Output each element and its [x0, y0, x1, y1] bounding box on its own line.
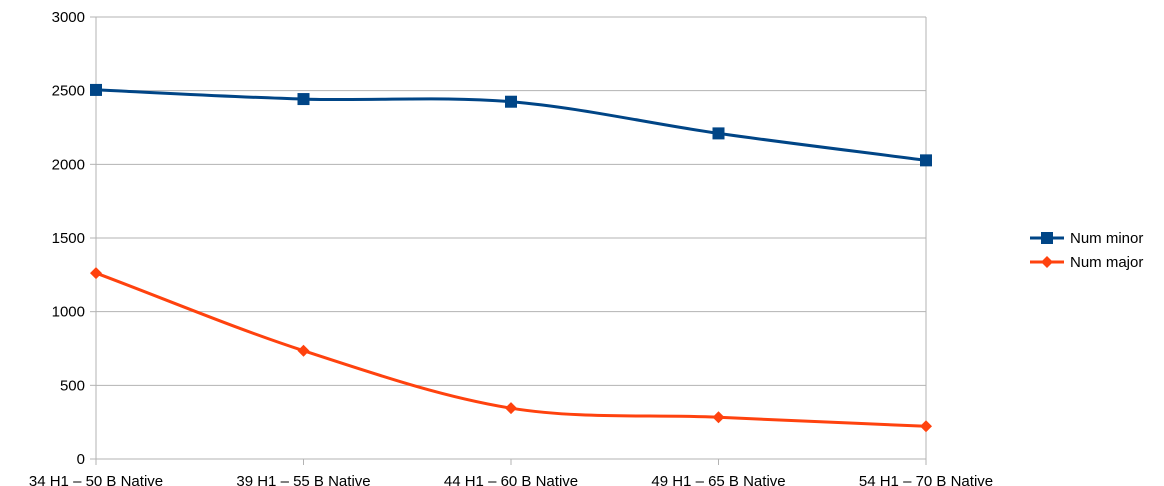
series-num-major: [90, 267, 932, 433]
y-tick-label: 1500: [52, 230, 85, 247]
data-point-num-minor: [712, 127, 725, 140]
y-tick-label: 3000: [52, 9, 85, 26]
data-point-num-major: [505, 402, 517, 415]
grid: [90, 16, 927, 460]
y-tick-label: 2500: [52, 83, 85, 100]
legend-item-num-minor: Num minor: [1030, 230, 1143, 247]
x-tick-label: 44 H1 – 60 B Native: [444, 473, 578, 486]
y-tick-label: 0: [77, 451, 85, 468]
x-axis-ticks: 34 H1 – 50 B Native 39 H1 – 55 B Native 44…: [29, 459, 993, 486]
legend-label: Num minor: [1070, 230, 1143, 247]
data-point-num-major: [297, 344, 310, 357]
legend: Num minor Num major: [1030, 230, 1143, 271]
y-tick-label: 2000: [52, 156, 85, 173]
y-tick-label: 1000: [52, 304, 85, 321]
y-tick-label: 500: [60, 377, 85, 394]
x-tick-label: 49 H1 – 65 B Native: [651, 473, 785, 486]
series-lines: [90, 83, 932, 433]
x-tick-label: 34 H1 – 50 B Native: [29, 473, 163, 486]
legend-label: Num major: [1070, 254, 1143, 271]
data-point-num-major: [712, 411, 725, 424]
data-point-num-minor: [297, 93, 310, 106]
x-tick-label: 39 H1 – 55 B Native: [236, 473, 370, 486]
data-point-num-minor: [90, 83, 102, 96]
data-point-num-major: [90, 267, 102, 280]
data-point-num-minor: [920, 154, 932, 167]
data-point-num-minor: [505, 95, 517, 108]
legend-item-num-major: Num major: [1030, 254, 1143, 271]
y-axis-ticks: 0 500 1000 1500 2000 2500 3000: [52, 9, 85, 468]
x-tick-label: 54 H1 – 70 B Native: [859, 473, 993, 486]
legend-marker: [1041, 256, 1053, 268]
series-num-minor: [90, 83, 932, 167]
data-point-num-major: [920, 420, 932, 433]
legend-marker: [1041, 232, 1053, 244]
